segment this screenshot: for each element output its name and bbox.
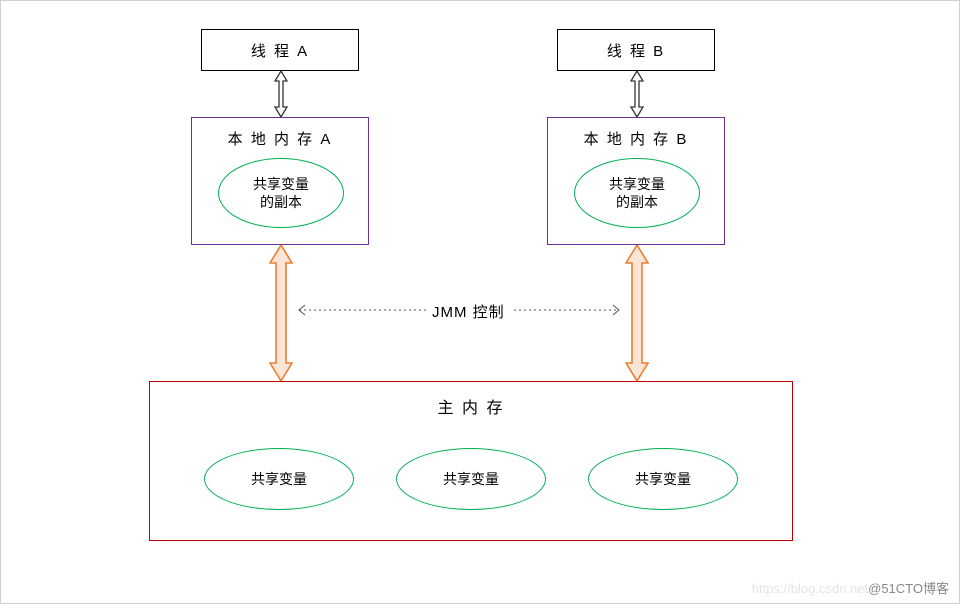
main-memory-title: 主 内 存: [150, 394, 792, 418]
local-a-ellipse: 共享变量 的副本: [218, 158, 344, 228]
shared-var-ellipse-2: 共享变量: [396, 448, 546, 510]
thread-a-box: 线 程 A: [201, 29, 359, 71]
diagram-canvas: 线 程 A 线 程 B 本 地 内 存 A 共享变量 的副本 本 地 内 存 B…: [0, 0, 960, 604]
arrow-local-b-main: [625, 245, 649, 381]
jmm-control-label: JMM 控制: [426, 301, 511, 322]
watermark-faint: https://blog.csdn.net: [752, 581, 868, 596]
local-a-title: 本 地 内 存 A: [192, 128, 368, 149]
shared-var-ellipse-3: 共享变量: [588, 448, 738, 510]
local-a-ellipse-text: 共享变量 的副本: [253, 175, 309, 211]
local-b-ellipse-text: 共享变量 的副本: [609, 175, 665, 211]
arrow-thread-a-local-a: [273, 71, 289, 117]
shared-var-ellipse-1: 共享变量: [204, 448, 354, 510]
thread-b-label: 线 程 B: [607, 40, 665, 61]
local-b-title: 本 地 内 存 B: [548, 128, 724, 149]
watermark-text: @51CTO博客: [868, 581, 949, 596]
main-memory: 主 内 存 共享变量 共享变量 共享变量: [149, 381, 793, 541]
local-b-ellipse: 共享变量 的副本: [574, 158, 700, 228]
local-memory-b: 本 地 内 存 B 共享变量 的副本: [547, 117, 725, 245]
thread-a-label: 线 程 A: [251, 40, 309, 61]
arrow-local-a-main: [269, 245, 293, 381]
watermark: https://blog.csdn.net@51CTO博客: [752, 578, 949, 597]
thread-b-box: 线 程 B: [557, 29, 715, 71]
arrow-thread-b-local-b: [629, 71, 645, 117]
local-memory-a: 本 地 内 存 A 共享变量 的副本: [191, 117, 369, 245]
